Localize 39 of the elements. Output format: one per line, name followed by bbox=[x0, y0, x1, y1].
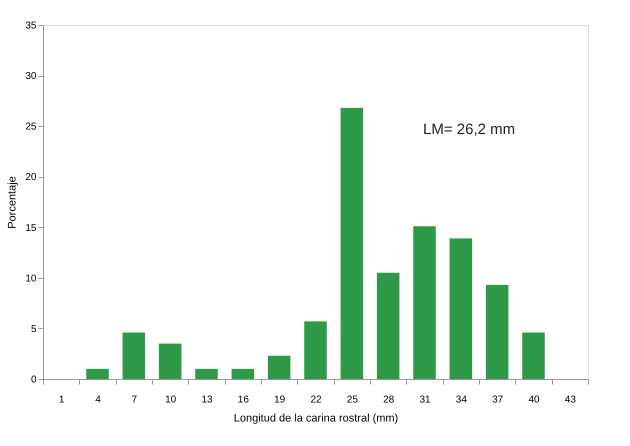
x-tick-label: 10 bbox=[165, 394, 177, 406]
bar bbox=[304, 321, 327, 379]
bar bbox=[413, 226, 436, 379]
x-tick-label: 7 bbox=[132, 394, 138, 406]
y-tick-label: 35 bbox=[25, 20, 37, 32]
bar bbox=[195, 368, 218, 379]
bar bbox=[232, 368, 254, 379]
y-tick-label: 15 bbox=[25, 222, 37, 234]
y-tick-label: 20 bbox=[25, 172, 37, 184]
bar bbox=[376, 272, 400, 379]
x-tick-label: 13 bbox=[201, 394, 213, 406]
x-tick-label: 19 bbox=[274, 394, 286, 406]
y-tick-label: 30 bbox=[25, 71, 37, 82]
y-tick-label: 10 bbox=[25, 273, 37, 284]
bar bbox=[486, 284, 508, 379]
bar bbox=[86, 368, 109, 379]
x-tick-label: 25 bbox=[346, 394, 358, 406]
bar bbox=[122, 332, 146, 379]
y-tick-label: 5 bbox=[30, 324, 37, 335]
bar bbox=[158, 344, 182, 379]
x-tick-label: 40 bbox=[528, 394, 540, 406]
x-tick-label: 1 bbox=[58, 394, 65, 406]
bar bbox=[522, 332, 545, 379]
x-axis-title: Longitud de la carina rostral (mm) bbox=[234, 412, 398, 424]
y-tick-label: 0 bbox=[30, 374, 37, 386]
y-axis-title: Porcentaje bbox=[6, 176, 18, 229]
x-tick-label: 4 bbox=[95, 394, 102, 406]
annotation: LM= 26,2 mm bbox=[423, 121, 516, 138]
x-tick-label: 22 bbox=[310, 394, 322, 406]
bar bbox=[450, 238, 472, 379]
y-tick-label: 25 bbox=[25, 122, 37, 133]
x-tick-label: 28 bbox=[383, 394, 395, 406]
x-tick-label: 31 bbox=[419, 394, 431, 406]
bar bbox=[340, 108, 364, 379]
x-tick-label: 37 bbox=[492, 394, 504, 406]
bar bbox=[268, 356, 290, 379]
x-tick-label: 16 bbox=[238, 394, 250, 406]
x-tick-label: 34 bbox=[456, 394, 468, 406]
x-tick-label: 43 bbox=[564, 394, 576, 406]
